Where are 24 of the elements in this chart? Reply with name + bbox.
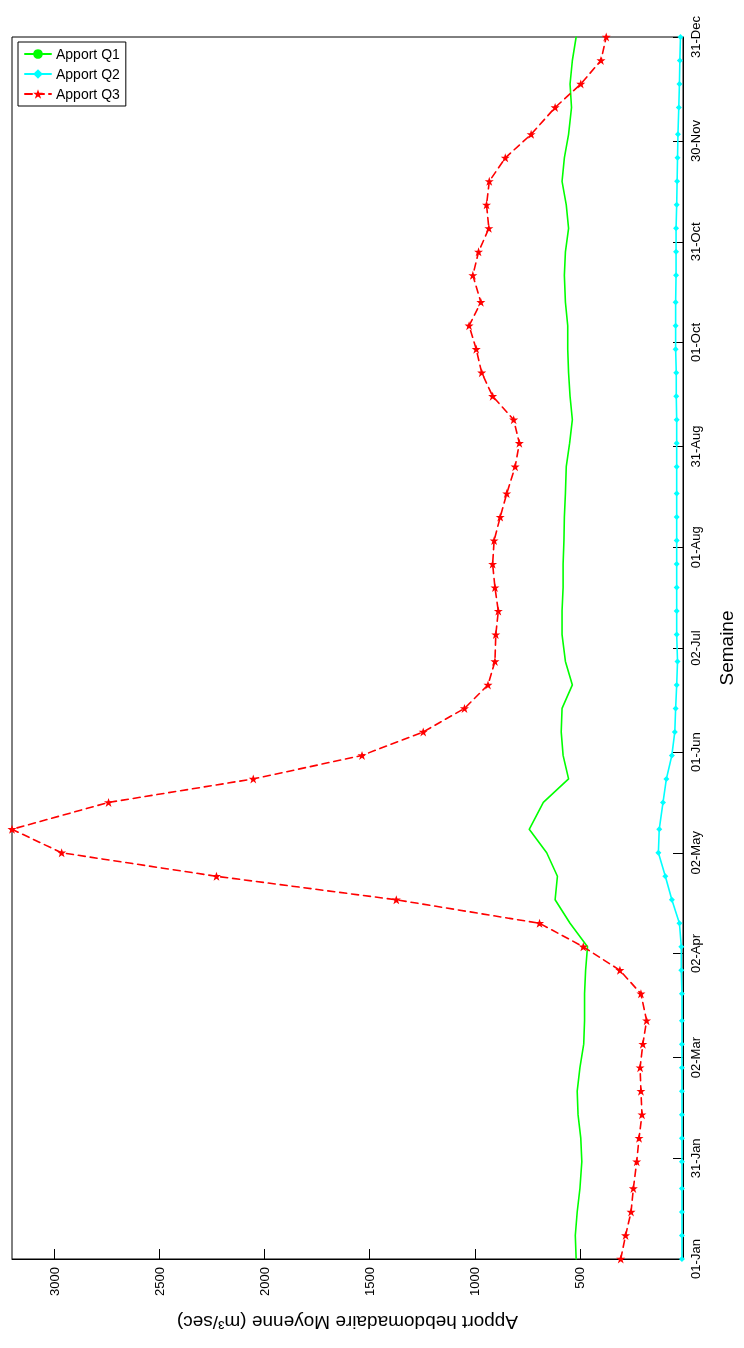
x-tick-label: 3000 — [46, 1267, 62, 1296]
y-tick-label: 01-Aug — [688, 526, 703, 569]
legend-label: Apport Q2 — [56, 66, 121, 82]
y-tick-label: 30-Nov — [688, 119, 703, 163]
y-tick-label: 02-Apr — [688, 933, 703, 974]
x-tick-label: 2000 — [256, 1267, 272, 1296]
y-tick-label: 02-May — [688, 830, 703, 875]
y-tick-label: 31-Aug — [688, 425, 703, 468]
x-tick-label: 500 — [572, 1267, 588, 1289]
legend-label: Apport Q1 — [56, 46, 121, 62]
y-tick-label: 31-Dec — [688, 15, 703, 58]
x-axis-title: Apport hebdomadaire Moyenne (m³/sec) — [176, 1312, 519, 1333]
y-tick-label: 31-Jan — [688, 1138, 703, 1179]
y-tick-label: 01-Oct — [688, 322, 703, 363]
legend-label: Apport Q3 — [56, 86, 121, 102]
x-tick-label: 1500 — [362, 1267, 378, 1296]
x-tick-label: 1000 — [467, 1267, 483, 1296]
y-tick-label: 02-Mar — [688, 1036, 703, 1079]
x-tick-label: 2500 — [151, 1267, 167, 1296]
y-axis-title: Semaine — [716, 610, 737, 686]
y-tick-label: 31-Oct — [688, 221, 703, 262]
y-tick-label: 01-Jan — [688, 1239, 703, 1279]
y-tick-label: 01-Jun — [688, 732, 703, 772]
y-tick-label: 02-Jul — [688, 630, 703, 666]
